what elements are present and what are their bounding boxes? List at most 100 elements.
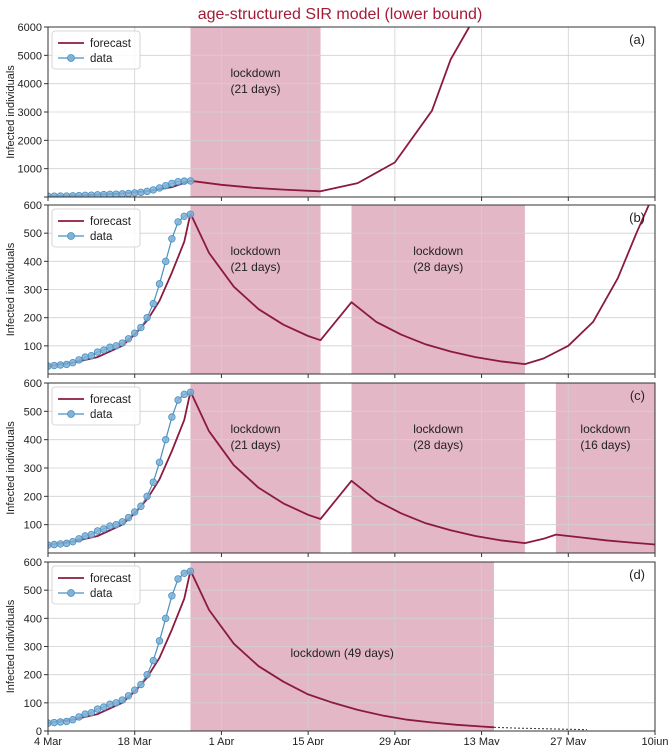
y-tick-label-1: 100 xyxy=(24,698,42,710)
y-axis-label: Infected individuals xyxy=(5,421,17,515)
legend-data-label: data xyxy=(90,231,113,243)
lockdown-label-2-1: lockdown xyxy=(413,422,463,436)
data-point xyxy=(155,637,164,645)
legend-data-swatch-marker xyxy=(67,232,75,240)
panel-a: lockdown (21 days) 1000 2000 3000 4000 5000 600… xyxy=(5,22,656,201)
data-point xyxy=(93,705,102,713)
y-tick-label-2: 300 xyxy=(24,285,42,297)
data-point xyxy=(118,190,127,197)
x-tick-label-3: 15 Apr xyxy=(292,736,324,745)
lockdown-label-1-1: lockdown xyxy=(230,66,280,80)
data-point xyxy=(62,717,71,726)
y-tick-label-1: 1000 xyxy=(18,164,42,176)
data-point xyxy=(149,478,157,486)
y-tick-label-5: 600 xyxy=(24,378,42,390)
data-point xyxy=(137,188,145,197)
data-point xyxy=(143,492,151,501)
data-point xyxy=(168,413,176,421)
data-point xyxy=(161,257,170,266)
data-point xyxy=(62,360,71,369)
data-point xyxy=(180,212,188,220)
data-point xyxy=(81,353,89,361)
data-point xyxy=(69,716,77,724)
data-point xyxy=(50,718,58,727)
x-tick-label-4: 29 Apr xyxy=(379,736,411,745)
data-point xyxy=(137,502,145,510)
data-point xyxy=(100,346,108,354)
data-point xyxy=(112,190,120,197)
data-point xyxy=(168,179,176,188)
legend-data-label: data xyxy=(90,409,113,421)
data-point xyxy=(75,191,83,197)
y-tick-label-4: 4000 xyxy=(18,79,42,91)
data-point xyxy=(112,699,120,707)
data-point xyxy=(87,351,96,360)
x-tick-label-7: 10jun xyxy=(642,736,669,745)
lockdown-label-1-1: lockdown xyxy=(230,244,280,258)
data-point xyxy=(186,388,195,397)
lockdown-label-3-1: lockdown xyxy=(580,422,630,436)
data-point xyxy=(174,177,182,186)
data-point xyxy=(143,670,151,679)
y-tick-label-5: 5000 xyxy=(18,50,42,62)
data-point xyxy=(168,235,176,243)
data-point xyxy=(168,592,176,600)
data-point xyxy=(62,539,71,548)
lockdown-label-1-1: lockdown (49 days) xyxy=(291,646,394,660)
data-point xyxy=(161,614,170,623)
data-point xyxy=(81,710,89,718)
figure-title: age-structured SIR model (lower bound) xyxy=(198,6,483,23)
data-point xyxy=(81,532,89,540)
y-tick-label-3: 400 xyxy=(24,435,42,447)
data-point xyxy=(131,686,139,694)
data-point xyxy=(180,569,188,577)
y-tick-label-3: 400 xyxy=(24,256,42,268)
lockdown-label-3-2: (16 days) xyxy=(580,438,630,452)
data-point xyxy=(149,186,157,194)
data-point xyxy=(106,343,114,351)
data-point xyxy=(149,299,157,308)
data-point xyxy=(81,191,89,197)
data-point xyxy=(112,520,120,529)
data-point xyxy=(186,567,195,575)
y-tick-label-5: 500 xyxy=(24,585,42,597)
data-point xyxy=(62,192,71,197)
lockdown-label-1-1: lockdown xyxy=(230,422,280,436)
y-tick-label-2: 2000 xyxy=(18,135,42,147)
panel-label: (b) xyxy=(629,210,645,225)
series-forecast-line xyxy=(48,390,655,546)
data-point xyxy=(100,703,108,711)
x-tick-label-5: 13 May xyxy=(464,736,501,745)
data-point xyxy=(137,680,145,689)
y-axis-label: Infected individuals xyxy=(5,65,17,159)
data-point xyxy=(75,713,83,721)
legend: forecast data xyxy=(51,565,141,605)
data-point xyxy=(100,525,108,533)
data-point xyxy=(112,342,120,350)
legend-data-swatch-marker xyxy=(67,589,75,597)
data-point xyxy=(174,575,182,583)
data-point xyxy=(50,540,58,549)
x-tick-label-2: 1 Apr xyxy=(209,736,235,745)
data-point xyxy=(180,390,188,399)
lockdown-label-1-2: (21 days) xyxy=(230,438,280,452)
data-point xyxy=(56,540,65,548)
x-tick-label-6: 27 May xyxy=(550,736,587,745)
panel-b: lockdown (21 days) lockdown (28 days) 100 200… xyxy=(5,200,656,378)
legend-forecast-label: forecast xyxy=(90,216,132,228)
data-point xyxy=(124,189,133,197)
data-point xyxy=(118,518,127,526)
legend: forecast data xyxy=(51,208,141,248)
y-tick-label-1: 200 xyxy=(24,313,42,325)
y-tick-label-0: 100 xyxy=(24,520,42,532)
data-point xyxy=(131,189,139,197)
data-point xyxy=(161,435,170,444)
data-point xyxy=(180,177,188,185)
lockdown-label-2-1: lockdown xyxy=(413,244,463,258)
data-point xyxy=(186,210,195,218)
data-point xyxy=(106,522,114,530)
y-tick-label-5: 600 xyxy=(24,200,42,212)
data-point xyxy=(118,696,127,704)
data-point xyxy=(161,181,170,190)
legend-data-swatch-marker xyxy=(67,54,75,62)
